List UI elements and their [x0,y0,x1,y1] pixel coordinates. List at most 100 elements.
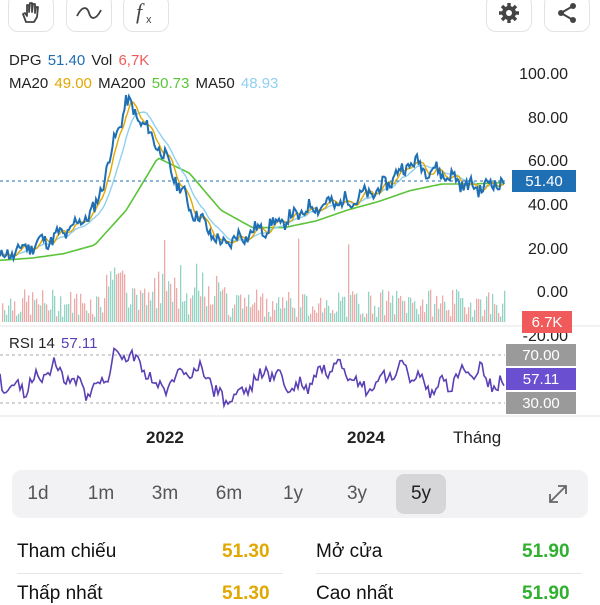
volume-bar [186,293,188,322]
volume-bar [360,314,362,322]
volume-bar [222,289,224,322]
price-chart[interactable] [0,0,600,460]
volume-bar [326,300,328,322]
tab-3y[interactable]: 3y [346,483,368,504]
volume-bar [236,294,238,322]
wave-icon [76,7,102,19]
volume-bar [314,309,316,322]
volume-bar [62,316,64,322]
tab-6m[interactable]: 6m [215,483,243,504]
volume-bar [288,291,290,322]
svg-text:f: f [136,0,145,24]
volume-bar [204,296,206,322]
hand-tool-button[interactable] [8,0,54,32]
volume-bar [504,290,506,322]
volume-bar [438,308,440,322]
volume-bar [448,309,450,322]
volume-bar [124,274,126,322]
volume-bar [108,286,110,322]
volume-bar [10,298,12,322]
volume-bar [430,289,432,322]
ma50-label: MA50 [195,75,235,92]
volume-bar [164,239,166,322]
volume-bar [228,315,230,322]
volume-bar [14,301,16,322]
volume-bar [426,303,428,322]
volume-bar [118,273,120,322]
volume-bar [354,294,356,322]
tab-1y[interactable]: 1y [282,483,304,504]
volume-bar [496,305,498,322]
svg-text:x: x [146,14,152,26]
volume-bar [58,310,60,322]
expand-button[interactable] [544,480,574,508]
volume-bar [34,300,36,322]
volume-bar [422,299,424,322]
volume-bar [484,309,486,322]
volume-bar [290,298,292,322]
volume-bar [400,295,402,322]
volume-bar [474,310,476,322]
volume-bar [296,316,298,322]
volume-bar [182,301,184,322]
volume-bar [344,296,346,322]
volume-bar [478,298,480,322]
volume-bar [502,303,504,322]
volume-bar [54,296,56,322]
stats-divider-2 [316,573,582,574]
volume-bar [114,267,116,322]
rsi-lower-tag: 30.00 [506,392,576,414]
volume-bar [66,304,68,322]
ma50-value: 48.93 [240,75,279,92]
volume-bar [46,304,48,322]
volume-bar [16,315,18,322]
volume-bar [406,313,408,322]
volume-bar [238,295,240,322]
tab-5y[interactable]: 5y [396,474,446,514]
volume-bar [242,308,244,322]
volume-bar [44,303,46,322]
volume-bar [398,298,400,322]
volume-bar [460,298,462,322]
settings-button[interactable] [486,0,532,32]
price-axis-0: 0.00 [536,284,568,301]
ma20-label: MA20 [9,75,49,92]
volume-bar [74,298,76,322]
expand-icon [549,485,567,503]
volume-bar [260,296,262,322]
ma50-line [0,111,505,257]
volume-bar [346,316,348,322]
volume-bar [380,292,382,322]
volume-bar [138,309,140,322]
volume-bar [254,302,256,322]
volume-bar [408,297,410,322]
volume-bar [82,303,84,322]
rsi-line [0,347,505,409]
volume-bar [252,304,254,322]
volume-bar [374,305,376,322]
volume-bar [256,289,258,322]
volume-bar [100,306,102,322]
volume-bar [270,316,272,322]
volume-bar [86,310,88,322]
tab-1m[interactable]: 1m [87,483,115,504]
volume-bar [362,313,364,322]
volume-bar [72,312,74,322]
line-tool-button[interactable] [66,0,112,32]
tab-3m[interactable]: 3m [151,483,179,504]
volume-bar [92,313,94,322]
ref-value: 51.30 [222,541,270,562]
volume-bar [258,310,260,322]
volume-bar [468,307,470,322]
volume-bar [486,296,488,322]
volume-bar [110,271,112,322]
volume-bar [310,313,312,322]
volume-bar [298,238,300,322]
tab-1d[interactable]: 1d [27,483,49,504]
share-button[interactable] [544,0,590,32]
volume-bar [342,296,344,322]
volume-bar [316,312,318,322]
volume-bar [304,294,306,322]
volume-bar [246,306,248,322]
